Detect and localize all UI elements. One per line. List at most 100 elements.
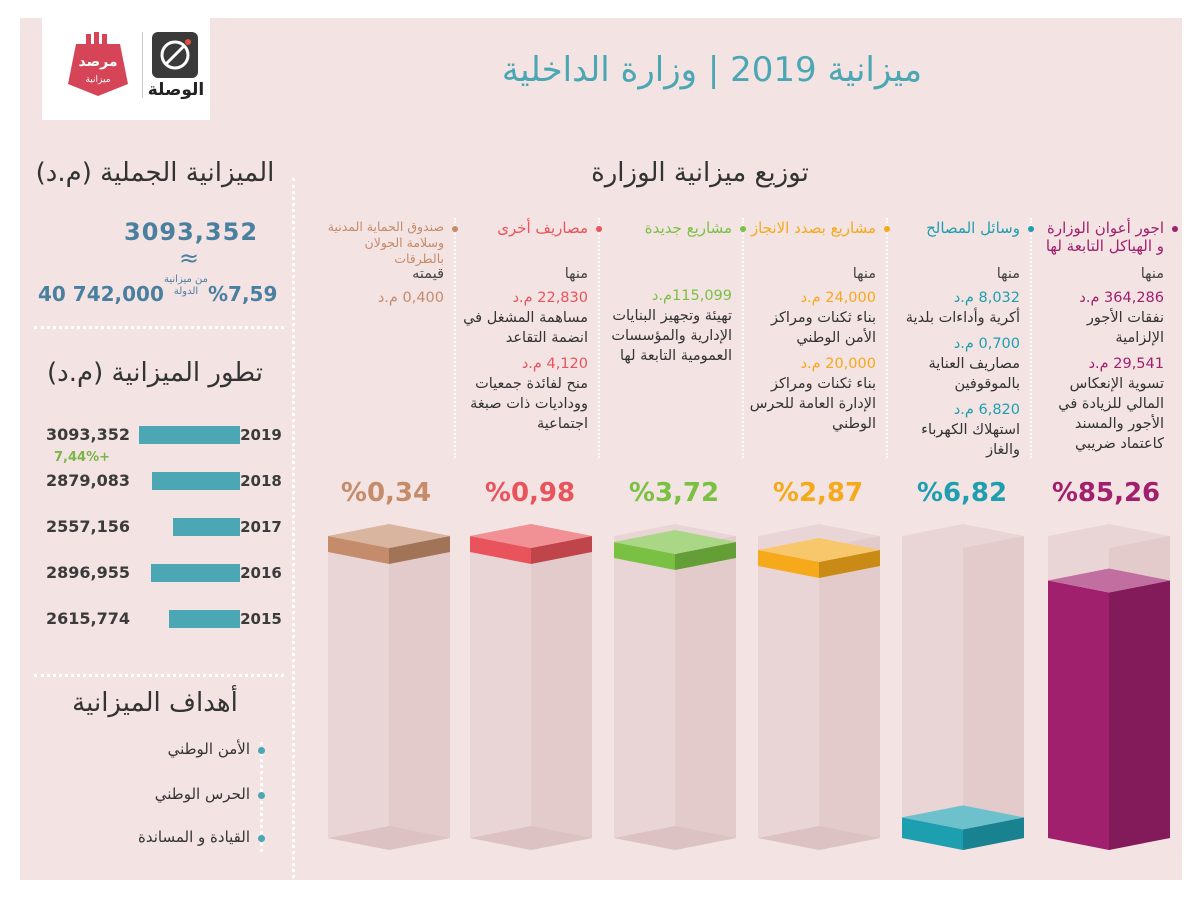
goal-item: القيادة و المساندة — [137, 828, 250, 846]
category-details: منها 364,286 م.د نفقات الأجور الإلزامية 29,… — [1036, 264, 1164, 454]
column-container-base — [758, 826, 880, 850]
svg-text:مرصد: مرصد — [79, 54, 118, 70]
distribution-title: توزيع ميزانية الوزارة — [591, 158, 809, 188]
category-details: منها 24,000 م.د بناء ثكنات ومراكز الأمن ال… — [748, 264, 876, 434]
column-container-side — [963, 536, 1024, 850]
goals-title: أهداف الميزانية — [72, 688, 238, 718]
category-amount: 8,032 م.د — [953, 290, 1020, 306]
column-container-base — [614, 826, 736, 850]
evolution-year: 2017 — [240, 518, 282, 536]
category-amount-desc: مساهمة المشغل في انضمة التقاعد — [463, 310, 588, 346]
category-amount-desc: مصاريف العناية بالموقوفين — [928, 356, 1020, 392]
evolution-bar-track — [132, 426, 240, 444]
evolution-bar — [151, 564, 240, 582]
category-amount-desc: تهيئة وتجهيز البنايات الإدارية والمؤسسات… — [611, 308, 732, 364]
column-separator — [454, 218, 456, 458]
category-title: وسائل المصالح — [926, 219, 1020, 237]
category-amount: 115,099م.د — [651, 288, 732, 304]
bar-side — [963, 817, 1024, 850]
column-container-side — [675, 536, 736, 850]
bar-front — [614, 542, 675, 570]
bar-side — [1109, 580, 1170, 850]
section-divider — [34, 326, 284, 329]
category-dot — [1172, 226, 1178, 232]
evolution-bar — [172, 518, 240, 536]
category-amount-desc: تسوية الإنعكاس المالي للزيادة في الأجور … — [1058, 376, 1164, 452]
evolution-bar-track — [132, 472, 240, 490]
evolution-bar-track — [132, 518, 240, 536]
approx-symbol: ≈ — [178, 244, 200, 272]
bar-side — [675, 542, 736, 570]
category-percent: %6,82 — [916, 478, 1008, 508]
category-details: منها 22,830 م.د مساهمة المشغل في انضمة الت… — [460, 264, 588, 434]
page-title: ميزانية 2019 | وزارة الداخلية — [501, 50, 923, 90]
goal-item: الحرس الوطني — [154, 785, 250, 803]
bar-side — [819, 550, 880, 578]
category-intro: منها — [996, 266, 1020, 282]
bar-top — [470, 524, 592, 548]
column-separator — [598, 218, 600, 458]
state-budget-value: 40 742,000 — [38, 282, 164, 306]
evolution-year: 2015 — [240, 610, 282, 628]
bar-front — [470, 536, 531, 564]
category-amount-desc: استهلاك الكهرباء والغاز — [921, 422, 1020, 458]
category-amount-desc: بناء ثكنات ومراكز الأمن الوطني — [770, 310, 876, 346]
category-title: صندوق الحماية المدنية وسلامة الجولان بال… — [327, 219, 444, 266]
evolution-year: 2018 — [240, 472, 282, 490]
alwassla-wordmark: الوصلة — [147, 80, 205, 100]
category-dot — [884, 226, 890, 232]
category-dot — [452, 226, 458, 232]
section-divider — [34, 674, 284, 677]
logo-divider — [142, 32, 143, 98]
evolution-value: 2879,083 — [45, 471, 130, 490]
state-share-percent: %7,59 — [208, 282, 278, 306]
category-percent: %85,26 — [1051, 478, 1161, 508]
category-details: قيمته 0,400 م.د — [316, 264, 444, 308]
compass-icon — [152, 32, 198, 78]
category-percent: %0,34 — [340, 478, 432, 508]
category-amount-desc: بناء ثكنات ومراكز الإدارة العامة للحرس ا… — [749, 376, 876, 432]
category-amount-desc: أكرية وأداءات بلدية — [905, 310, 1020, 326]
category-amount: 364,286 م.د — [1079, 290, 1164, 306]
goal-item: الأمن الوطني — [167, 740, 250, 758]
bar-top — [328, 524, 450, 548]
category-amount: 0,400 م.د — [377, 290, 444, 306]
evolution-bar-track — [132, 564, 240, 582]
bar-front — [328, 536, 389, 564]
evolution-title: تطور الميزانية (م.د) — [47, 358, 263, 388]
bar-side — [531, 536, 592, 564]
column-container-base — [328, 826, 450, 850]
category-percent: %0,98 — [484, 478, 576, 508]
column-separator — [742, 218, 744, 458]
evolution-value: 3093,352 — [45, 425, 130, 444]
evolution-bar — [138, 426, 240, 444]
category-amount: 6,820 م.د — [953, 402, 1020, 418]
column-container-side — [389, 536, 450, 850]
distribution-bar-chart — [328, 524, 1170, 850]
category-dot — [1028, 226, 1034, 232]
column-container-base — [470, 826, 592, 850]
evolution-year: 2016 — [240, 564, 282, 582]
bar-top — [1048, 568, 1170, 593]
category-percent: %2,87 — [772, 478, 864, 508]
category-intro: منها — [564, 266, 588, 282]
category-dot — [740, 226, 746, 232]
category-intro: منها — [852, 266, 876, 282]
category-amount: 0,700 م.د — [953, 336, 1020, 352]
category-details: 115,099م.د تهيئة وتجهيز البنايات الإدارية… — [604, 286, 732, 366]
category-title: مشاريع جديدة — [644, 219, 732, 237]
total-budget-value: 3093,352 — [124, 218, 259, 246]
column-container-side — [819, 536, 880, 850]
category-title: اجور أعوان الوزارة و الهياكل التابعة لها — [1045, 219, 1164, 255]
category-amount: 29,541 م.د — [1088, 356, 1164, 372]
category-title: مصاريف أخرى — [497, 219, 588, 237]
goal-dot — [258, 747, 265, 754]
bar-top — [902, 805, 1024, 830]
budget-observatory-logo: مرصد ميزانية — [68, 32, 128, 96]
goal-dot — [258, 835, 265, 842]
evolution-bar — [169, 610, 240, 628]
category-title: مشاريع بصدد الانجاز — [750, 219, 876, 237]
logo-area: مرصد ميزانية الوصلة — [42, 18, 210, 120]
evolution-value: 2896,955 — [45, 563, 130, 582]
column-separator — [886, 218, 888, 458]
